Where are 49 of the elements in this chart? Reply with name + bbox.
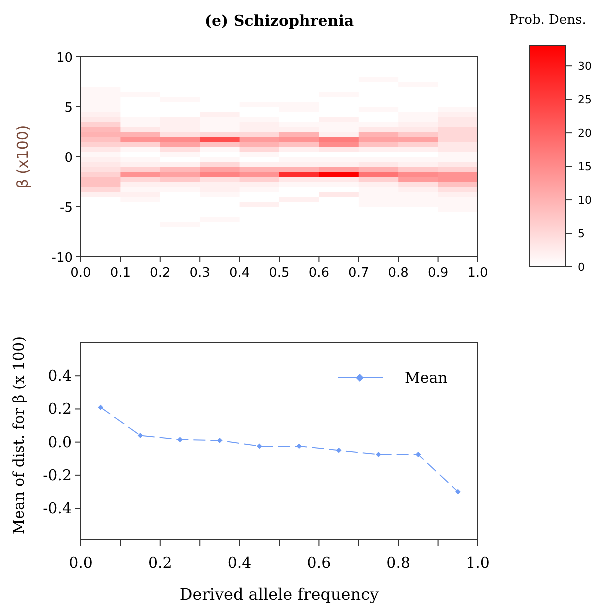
color-bar-label: 20 bbox=[578, 127, 592, 140]
y-tick-label: -5 bbox=[60, 201, 73, 216]
y-axis-title: β (x100) bbox=[14, 125, 32, 189]
legend-label: Mean bbox=[405, 369, 448, 387]
y-tick-label: -0.2 bbox=[43, 466, 72, 484]
y-tick-label: -10 bbox=[52, 251, 73, 266]
x-tick-label: 0.4 bbox=[228, 554, 252, 572]
y-axis-title: Mean of dist. for β (x 100) bbox=[10, 336, 28, 535]
color-bar-label: 15 bbox=[578, 160, 592, 174]
point bbox=[178, 437, 183, 442]
color-bar-label: 10 bbox=[578, 194, 592, 208]
point bbox=[336, 448, 342, 454]
color-bar-label: 30 bbox=[578, 60, 592, 74]
x-tick-label: 0.9 bbox=[428, 266, 449, 281]
x-tick-label: 0.2 bbox=[150, 266, 171, 281]
y-tick-label: 5 bbox=[64, 101, 73, 116]
point bbox=[456, 489, 461, 494]
point bbox=[376, 452, 382, 458]
point bbox=[98, 405, 104, 410]
y-tick-label: 0.4 bbox=[48, 367, 72, 386]
x-tick-label: 0.3 bbox=[190, 266, 210, 281]
x-tick-label: 0.2 bbox=[148, 554, 172, 572]
color-bar-label: 0 bbox=[578, 261, 585, 274]
color-bar-label: 25 bbox=[578, 94, 592, 107]
legend-key: Mean bbox=[338, 369, 448, 387]
y-tick-label: 0.0 bbox=[48, 433, 72, 452]
x-axis-title: Derived allele frequency bbox=[180, 585, 380, 604]
color-bar-label: 5 bbox=[578, 228, 585, 241]
y-tick-label: 0.2 bbox=[48, 400, 72, 418]
point bbox=[416, 452, 421, 458]
x-tick-label: 0.4 bbox=[229, 266, 250, 281]
x-tick-label: 0.7 bbox=[348, 266, 370, 281]
x-tick-label: 0.6 bbox=[308, 266, 330, 281]
x-tick-label: 1.0 bbox=[468, 266, 488, 281]
point bbox=[257, 444, 262, 449]
x-tick-label: 1.0 bbox=[466, 554, 490, 572]
point bbox=[296, 444, 302, 449]
point bbox=[217, 438, 222, 444]
y-tick-label: 10 bbox=[56, 51, 73, 66]
x-tick-label: 0.6 bbox=[307, 554, 332, 572]
chart-title: (e) Schizophrenia bbox=[204, 12, 354, 30]
point bbox=[138, 433, 144, 438]
y-tick-label: 0 bbox=[64, 151, 73, 166]
x-tick-label: 0.1 bbox=[110, 266, 132, 281]
color-bar-title: Prob. Dens. bbox=[510, 13, 586, 28]
x-tick-label: 0.8 bbox=[386, 554, 411, 572]
x-tick-label: 0.5 bbox=[269, 266, 290, 281]
x-tick-label: 0.8 bbox=[388, 266, 409, 281]
y-tick-label: -0.4 bbox=[43, 500, 72, 518]
